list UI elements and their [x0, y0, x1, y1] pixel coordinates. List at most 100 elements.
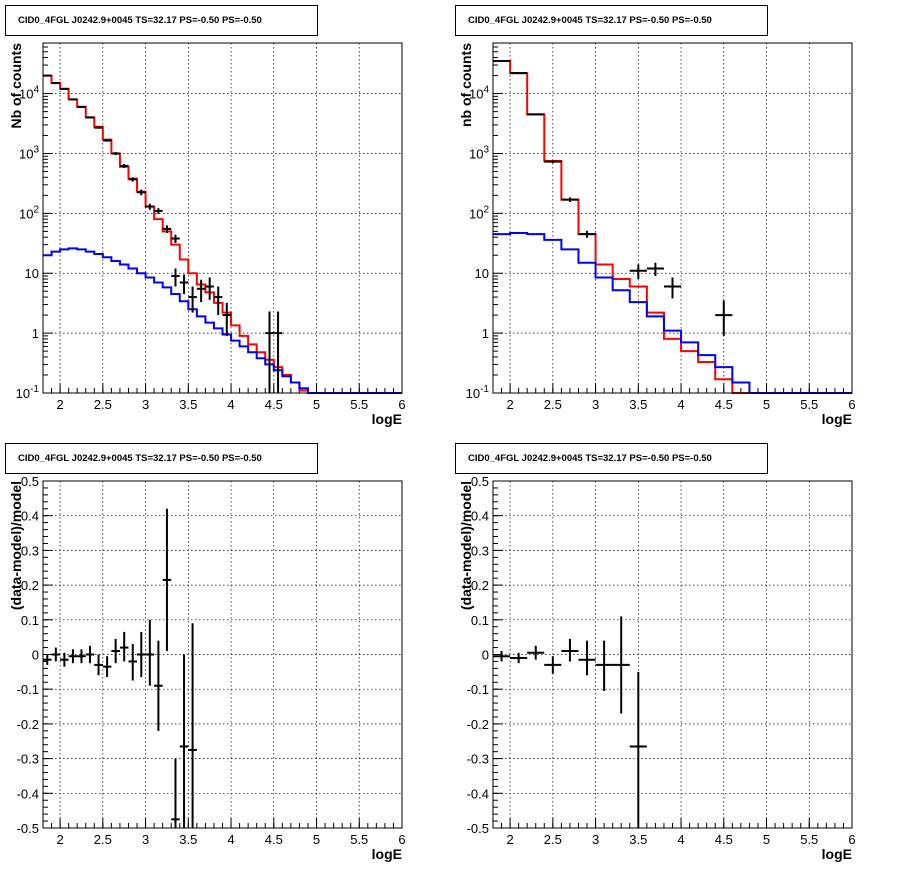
data-point — [629, 264, 647, 280]
data-point — [43, 654, 52, 665]
data-point — [213, 286, 223, 316]
data-point — [171, 268, 180, 287]
x-tick-label: 2 — [506, 832, 513, 847]
x-tick-label: 2 — [506, 397, 513, 412]
x-tick-label: 3.5 — [629, 832, 647, 847]
x-tick-label: 4.5 — [715, 832, 733, 847]
x-tick-label: 3 — [592, 397, 599, 412]
y-tick-label: 0.4 — [471, 509, 489, 524]
data-point — [102, 656, 112, 678]
data-point — [179, 654, 189, 828]
y-tick-label: -0.2 — [17, 717, 39, 732]
data-point — [43, 74, 52, 77]
data-point — [77, 649, 86, 664]
y-tick-label: 0 — [32, 648, 39, 663]
data-point — [544, 160, 562, 164]
x-tick-label: 6 — [398, 397, 405, 412]
y-tick-label: -0.3 — [17, 752, 39, 767]
y-tick-label: -0.2 — [467, 717, 489, 732]
x-tick-label: 4.5 — [715, 397, 733, 412]
model-total-histogram — [493, 60, 852, 394]
y-axis-title: Nb of counts — [8, 43, 24, 129]
data-point — [663, 277, 682, 299]
x-tick-label: 6 — [848, 832, 855, 847]
y-tick-label: 0.1 — [21, 613, 39, 628]
data-point — [612, 616, 630, 714]
data-point — [544, 656, 562, 674]
panel-counts-right: CID0_4FGL J0242.9+0045 TS=32.17 PS=-0.50… — [455, 5, 856, 427]
y-tick-label: 0.5 — [21, 474, 39, 489]
x-tick-label: 4 — [677, 832, 684, 847]
x-tick-label: 2.5 — [544, 397, 562, 412]
x-tick-label: 4.5 — [265, 832, 283, 847]
y-tick-label: 0.2 — [21, 578, 39, 593]
data-point — [154, 208, 163, 214]
data-point — [196, 279, 206, 303]
data-point — [128, 644, 138, 681]
y-tick-label: 0.4 — [21, 509, 39, 524]
y-tick-label: -0.5 — [467, 821, 489, 836]
data-point — [715, 300, 733, 336]
title-box — [455, 5, 768, 36]
x-tick-label: 6 — [848, 397, 855, 412]
panel-title: CID0_4FGL J0242.9+0045 TS=32.17 PS=-0.50… — [18, 453, 262, 464]
y-tick-label: -0.1 — [17, 682, 39, 697]
x-tick-label: 4 — [227, 397, 234, 412]
x-tick-label: 3.5 — [629, 397, 647, 412]
data-point — [51, 82, 61, 85]
y-tick-label: 0.5 — [471, 474, 489, 489]
model-background-histogram — [493, 231, 852, 394]
data-point — [179, 274, 189, 295]
data-point — [205, 277, 214, 300]
x-tick-label: 3 — [142, 832, 149, 847]
x-tick-label: 5.5 — [350, 832, 368, 847]
data-point — [527, 645, 545, 660]
x-tick-label: 2.5 — [94, 397, 112, 412]
y-tick-label: -0.3 — [467, 752, 489, 767]
y-tick-label: -0.5 — [17, 821, 39, 836]
y-tick-label: 0.1 — [471, 613, 489, 628]
y-tick-label: -0.4 — [467, 786, 489, 801]
x-tick-label: 3.5 — [179, 832, 197, 847]
y-tick-label: 0.3 — [471, 543, 489, 558]
y-axis-title: (data-model)/model — [8, 481, 24, 610]
data-point — [561, 638, 579, 662]
data-point — [137, 189, 146, 196]
x-axis-title: logE — [372, 846, 402, 862]
x-tick-label: 5.5 — [350, 397, 368, 412]
plot-frame — [42, 480, 403, 829]
x-tick-label: 5 — [763, 397, 770, 412]
data-point — [111, 151, 120, 156]
plot-frame — [42, 42, 403, 394]
data-point — [162, 508, 172, 652]
data-point — [60, 652, 69, 667]
data-point — [222, 302, 232, 336]
data-point — [154, 640, 163, 731]
data-point — [145, 203, 155, 210]
data-point — [595, 640, 613, 691]
title-box — [5, 5, 318, 36]
data-point — [119, 631, 129, 662]
y-tick-label: 10 — [25, 266, 39, 281]
x-tick-label: 5.5 — [800, 397, 818, 412]
x-tick-label: 2 — [56, 397, 63, 412]
y-tick-label: 0.3 — [21, 543, 39, 558]
x-axis-title: logE — [822, 846, 852, 862]
y-tick-label: 103 — [19, 144, 39, 161]
data-point — [510, 72, 528, 75]
data-point — [60, 87, 69, 90]
data-point — [561, 197, 579, 202]
y-tick-label: 0.2 — [471, 578, 489, 593]
data-point — [111, 638, 120, 664]
data-point — [68, 98, 78, 101]
data-point — [94, 654, 103, 676]
x-tick-label: 3 — [142, 397, 149, 412]
y-tick-label: -0.1 — [467, 682, 489, 697]
y-tick-label: 10 — [475, 266, 489, 281]
data-point — [68, 649, 78, 664]
model-total-histogram — [43, 74, 402, 394]
x-tick-label: 2 — [56, 832, 63, 847]
x-tick-label: 4.5 — [265, 397, 283, 412]
data-point — [51, 647, 61, 662]
